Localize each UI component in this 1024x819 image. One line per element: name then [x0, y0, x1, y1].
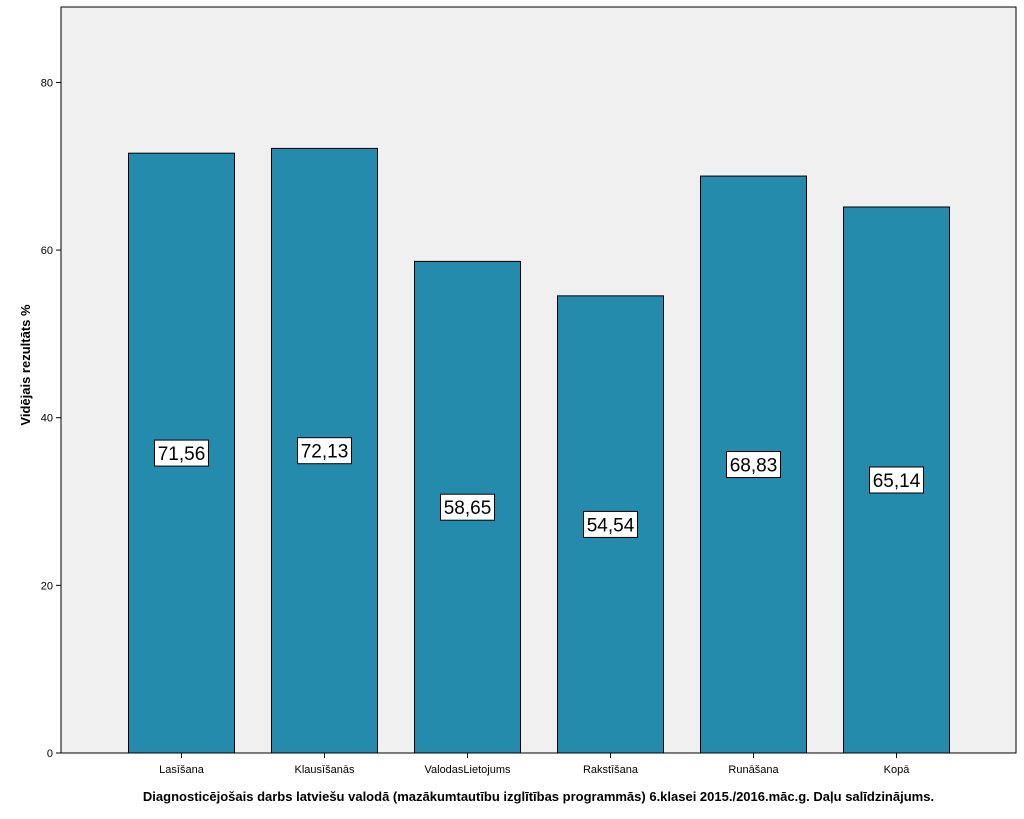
- x-tick-label: Runāšana: [728, 764, 779, 776]
- data-label-box: [869, 466, 924, 494]
- data-labels: 71,56 72,13 58,65 54,54 68,83 65,14: [154, 437, 924, 538]
- y-axis-label: Vidējais rezultāts %: [18, 304, 33, 426]
- bars: [128, 147, 950, 754]
- data-label-text: 68,83: [730, 456, 778, 477]
- x-tick-label: ValodasLietojums: [424, 764, 511, 776]
- x-axis-ticks: Lasīšana Klausīšanās ValodasLietojums Rakst…: [159, 753, 910, 776]
- data-label: 72,13: [297, 437, 352, 465]
- y-tick-label: 0: [47, 748, 53, 760]
- data-label-text: 54,54: [587, 515, 635, 536]
- x-axis-label: Diagnosticējošais darbs latviešu valodā …: [143, 789, 934, 804]
- data-label: 65,14: [869, 466, 924, 494]
- y-tick-label: 20: [41, 580, 53, 592]
- x-tick-label: Lasīšana: [159, 764, 205, 776]
- data-label: 54,54: [583, 510, 638, 538]
- data-label-text: 65,14: [873, 471, 921, 492]
- data-label-text: 58,65: [444, 498, 492, 519]
- data-label-box: [583, 510, 638, 538]
- data-label-box: [440, 493, 495, 521]
- y-tick-label: 80: [41, 77, 53, 89]
- y-axis-ticks: 0 20 40 60 80: [41, 77, 61, 760]
- x-tick-label: Kopā: [884, 764, 911, 776]
- data-label-box: [297, 437, 352, 465]
- data-label: 71,56: [154, 439, 209, 467]
- x-tick-label: Rakstīšana: [583, 764, 639, 776]
- y-tick-label: 60: [41, 245, 53, 257]
- y-tick-label: 40: [41, 413, 53, 425]
- data-label-box: [154, 439, 209, 467]
- data-label-text: 71,56: [158, 444, 206, 465]
- data-label-text: 72,13: [301, 442, 349, 463]
- data-label: 68,83: [726, 451, 781, 479]
- data-label: 58,65: [440, 493, 495, 521]
- data-label-box: [726, 451, 781, 479]
- x-tick-label: Klausīšanās: [295, 764, 355, 776]
